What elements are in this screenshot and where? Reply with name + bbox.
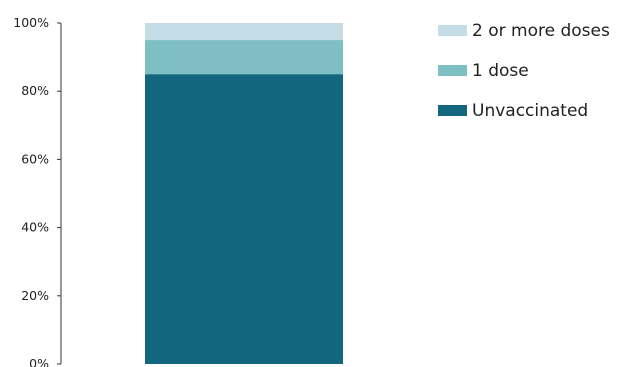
bar-stack <box>145 23 343 365</box>
legend-swatch <box>438 65 467 76</box>
bar-segment-unvaccinated <box>145 74 343 365</box>
y-tick-label: 80% <box>21 83 49 98</box>
y-tick-label: 20% <box>21 288 49 303</box>
bar-segment-1-dose <box>145 40 343 75</box>
legend-label: Unvaccinated <box>472 101 588 121</box>
legend-label: 1 dose <box>472 61 529 81</box>
y-tick-label: 100% <box>13 15 49 30</box>
legend: 2 or more doses 1 dose Unvaccinated <box>438 21 610 121</box>
legend-label: 2 or more doses <box>472 21 610 41</box>
y-axis: 0% 20% 40% 60% 80% 100% <box>13 15 62 367</box>
legend-swatch <box>438 25 467 36</box>
y-tick-label: 0% <box>29 356 49 367</box>
y-tick-label: 60% <box>21 151 49 166</box>
legend-swatch <box>438 105 467 116</box>
y-tick-label: 40% <box>21 220 49 235</box>
bar-segment-2-or-more-doses <box>145 23 343 41</box>
